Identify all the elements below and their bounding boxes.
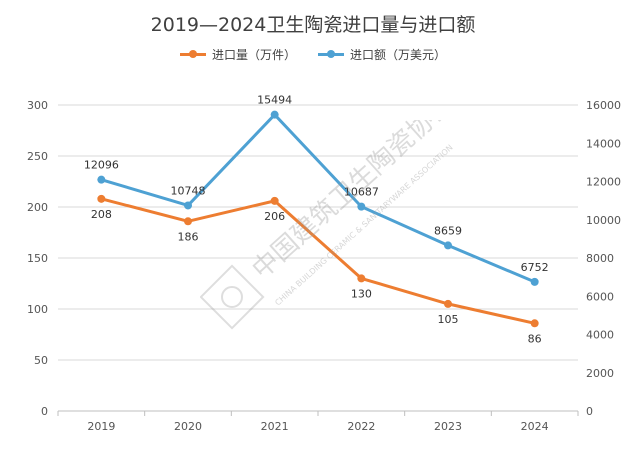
data-label-volume: 208: [91, 208, 112, 221]
data-point-value: [357, 202, 366, 211]
y-left-tick-label: 0: [41, 405, 48, 418]
y-right-tick-label: 0: [586, 405, 593, 418]
y-left-tick-label: 300: [27, 99, 48, 112]
y-right-tick-label: 16000: [586, 99, 621, 112]
y-right-tick-label: 6000: [586, 290, 614, 303]
y-left-tick-label: 250: [27, 150, 48, 163]
data-point-volume: [184, 217, 192, 226]
data-label-value: 10687: [344, 186, 379, 199]
data-label-value: 8659: [434, 224, 462, 237]
y-left-tick-label: 150: [27, 252, 48, 265]
legend-item-value: 进口额（万美元）: [318, 46, 446, 63]
chart-title: 2019—2024卫生陶瓷进口量与进口额: [150, 14, 476, 36]
series-line-value: [100, 113, 536, 284]
x-tick-label: 2022: [347, 420, 375, 433]
data-label-volume: 105: [438, 313, 459, 326]
series-line-volume: [100, 197, 535, 325]
y-left-tick-label: 50: [34, 354, 48, 367]
legend-label-volume: 进口量（万件）: [211, 48, 296, 62]
y-right-tick-label: 8000: [586, 252, 614, 265]
legend: 进口量（万件） 进口额（万美元）: [0, 46, 626, 63]
data-point-value: [184, 201, 192, 210]
data-point-value: [97, 175, 106, 184]
data-point-volume: [530, 319, 539, 328]
y-right-tick-label: 4000: [586, 329, 614, 342]
legend-swatch-value: [318, 50, 344, 58]
x-tick-label: 2020: [174, 420, 202, 433]
data-label-volume: 186: [178, 230, 199, 243]
data-label-value: 15494: [257, 94, 292, 107]
legend-label-value: 进口额（万美元）: [350, 48, 447, 62]
x-tick-label: 2019: [87, 420, 115, 433]
y-left-tick-label: 100: [27, 303, 48, 316]
y-right-tick-label: 14000: [586, 137, 621, 150]
legend-swatch-volume: [179, 50, 206, 58]
data-label-value: 12096: [84, 159, 119, 172]
data-label-value: 10748: [171, 184, 206, 197]
data-label-volume: 206: [264, 210, 285, 223]
legend-item-volume: 进口量（万件）: [179, 46, 296, 63]
y-right-tick-label: 12000: [586, 176, 621, 189]
data-label-value: 6752: [521, 261, 549, 274]
data-label-volume: 86: [528, 332, 542, 345]
y-right-tick-label: 10000: [586, 214, 621, 227]
data-label-volume: 130: [351, 287, 372, 300]
watermark-text-cn: 中国建筑卫生陶瓷协会: [247, 120, 460, 285]
data-point-value: [270, 110, 279, 119]
x-tick-label: 2021: [261, 420, 289, 433]
data-point-volume: [357, 274, 366, 283]
x-tick-label: 2024: [521, 420, 549, 433]
y-left-tick-label: 200: [27, 201, 48, 214]
data-point-volume: [444, 299, 452, 308]
data-point-volume: [97, 194, 106, 203]
data-point-value: [444, 241, 452, 250]
watermark: 中国建筑卫生陶瓷协会 CHINA BUILDING CERAMIC & SANI…: [200, 120, 460, 330]
y-right-tick-label: 2000: [586, 367, 614, 380]
data-point-value: [530, 277, 539, 286]
data-point-volume: [270, 196, 279, 205]
x-tick-label: 2023: [434, 420, 462, 433]
